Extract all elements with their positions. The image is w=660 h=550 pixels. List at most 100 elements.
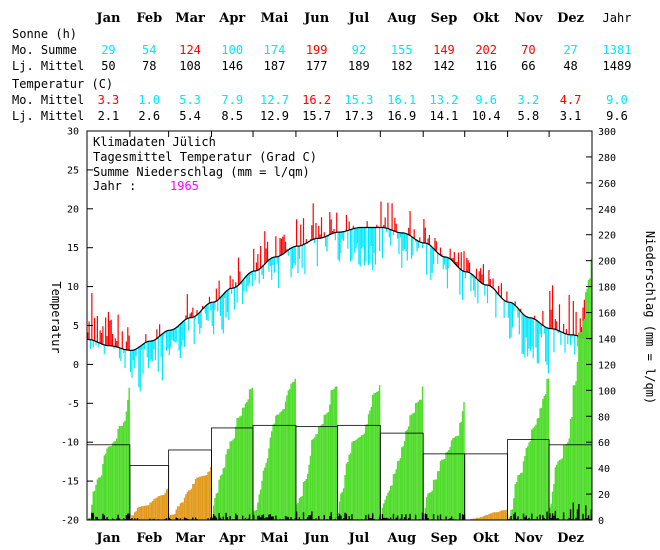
- sun-monthly-0: 29: [101, 43, 115, 57]
- month-label-nov: Nov: [514, 531, 543, 546]
- sun-lt-4: 187: [264, 59, 286, 73]
- y-left-axis-label: Temperatur: [49, 281, 63, 353]
- month-label-sep: Sep: [431, 531, 458, 546]
- temp-monthly-0: 3.3: [98, 93, 120, 107]
- temp-lt-6: 17.3: [344, 109, 373, 123]
- month-header-sep: Sep: [431, 11, 458, 26]
- right-tick-label-0: 300: [598, 127, 616, 138]
- month-label-dez: Dez: [557, 531, 584, 546]
- temp-monthly-9: 9.6: [475, 93, 497, 107]
- sun-lt-6: 189: [348, 59, 370, 73]
- sun-monthly-8: 149: [433, 43, 455, 57]
- month-label-jan: Jan: [95, 531, 121, 546]
- temp-lt-total: 9.6: [606, 109, 628, 123]
- sun-lt-10: 66: [521, 59, 535, 73]
- sun-lt-3: 146: [221, 59, 243, 73]
- sun-monthly-label: Mo. Summe: [12, 43, 77, 57]
- year-header: Jahr: [603, 11, 632, 25]
- sun-monthly-6: 92: [352, 43, 366, 57]
- sun-lt-2: 108: [179, 59, 201, 73]
- plot-frame: [86, 130, 593, 521]
- right-tick-label-10: 100: [598, 386, 616, 397]
- temp-lt-10: 5.8: [518, 109, 540, 123]
- left-tick-label-4: 10: [67, 282, 79, 293]
- sun-lt-11: 48: [563, 59, 577, 73]
- month-label-okt: Okt: [473, 531, 499, 546]
- left-tick-label-5: 5: [73, 321, 79, 332]
- right-tick-label-3: 240: [598, 205, 616, 216]
- left-tick-label-10: -20: [61, 516, 79, 527]
- temp-lt-8: 14.1: [430, 109, 459, 123]
- temp-lt-1: 2.6: [138, 109, 160, 123]
- month-label-jun: Jun: [303, 531, 330, 546]
- month-header-jul: Jul: [348, 11, 370, 26]
- precipitation: [86, 259, 593, 521]
- sun-monthly-7: 155: [391, 43, 413, 57]
- temp-monthly-10: 3.2: [518, 93, 540, 107]
- month-label-aug: Aug: [386, 531, 416, 546]
- temp-lt-4: 12.9: [260, 109, 289, 123]
- sun-monthly-1: 54: [142, 43, 156, 57]
- sun-monthly-10: 70: [521, 43, 535, 57]
- right-tick-label-11: 80: [598, 412, 610, 423]
- month-label-jul: Jul: [348, 531, 370, 546]
- sun-lt-1: 78: [142, 59, 156, 73]
- temp-monthly-label: Mo. Mittel: [12, 93, 84, 107]
- long-term-temp-curve: [87, 226, 592, 351]
- month-header-nov: Nov: [514, 11, 543, 26]
- right-tick-label-13: 40: [598, 464, 610, 475]
- temp-title: Temperatur (C): [12, 77, 113, 91]
- right-tick-label-4: 220: [598, 231, 616, 242]
- sun-lt-5: 177: [306, 59, 328, 73]
- sun-lt-total: 1489: [603, 59, 632, 73]
- month-header-jan: Jan: [95, 11, 121, 26]
- sun-lt-8: 142: [433, 59, 455, 73]
- right-tick-label-12: 60: [598, 438, 610, 449]
- temp-lt-11: 3.1: [560, 109, 582, 123]
- temp-monthly-2: 5.3: [179, 93, 201, 107]
- right-tick-label-1: 280: [598, 153, 616, 164]
- month-header-okt: Okt: [473, 11, 499, 26]
- month-label-feb: Feb: [136, 531, 162, 546]
- temp-monthly-1: 1.0: [138, 93, 160, 107]
- sun-monthly-3: 100: [221, 43, 243, 57]
- temp-monthly-4: 12.7: [260, 93, 289, 107]
- temp-lt-7: 16.9: [387, 109, 416, 123]
- right-tick-label-5: 200: [598, 257, 616, 268]
- month-label-mai: Mai: [261, 531, 289, 546]
- right-tick-label-7: 160: [598, 309, 616, 320]
- sun-monthly-2: 124: [179, 43, 201, 57]
- month-header-jun: Jun: [303, 11, 330, 26]
- year-label: Jahr :: [93, 179, 136, 193]
- month-header-apr: Apr: [218, 11, 245, 26]
- temp-lt-label: Lj. Mittel: [12, 109, 84, 123]
- chart-subtitle-precip: Summe Niederschlag (mm = l/qm): [93, 165, 310, 179]
- left-tick-label-8: -10: [61, 438, 79, 449]
- right-tick-label-2: 260: [598, 179, 616, 190]
- chart-subtitle-temp: Tagesmittel Temperatur (Grad C): [93, 150, 317, 164]
- sun-monthly-11: 27: [563, 43, 577, 57]
- sun-title: Sonne (h): [12, 27, 77, 41]
- temp-lt-3: 8.5: [221, 109, 243, 123]
- year-value: 1965: [170, 179, 199, 193]
- sun-lt-7: 182: [391, 59, 413, 73]
- right-tick-label-9: 120: [598, 360, 616, 371]
- right-tick-label-14: 20: [598, 490, 610, 501]
- left-tick-label-6: 0: [73, 360, 79, 371]
- left-tick-label-9: -15: [61, 477, 79, 488]
- chart-title: Klimadaten Jülich: [93, 135, 216, 149]
- month-header-dez: Dez: [557, 11, 584, 26]
- y-right-axis-label: Niederschlag (mm = l/qm): [643, 231, 657, 404]
- left-tick-label-3: 15: [67, 243, 79, 254]
- temp-lt-0: 2.1: [98, 109, 120, 123]
- lt-precip-box-9: [464, 453, 509, 521]
- month-header-feb: Feb: [136, 11, 162, 26]
- sun-monthly-9: 202: [475, 43, 497, 57]
- month-header-aug: Aug: [386, 11, 416, 26]
- month-header-mar: Mar: [175, 11, 205, 26]
- temp-monthly-11: 4.7: [560, 93, 582, 107]
- plot-area: 30 25 20 15 10 5 0 -5 -10 -15 -20 300 280 260 240 220 20…: [49, 127, 657, 547]
- temp-monthly-5: 16.2: [302, 93, 331, 107]
- temp-lt-2: 5.4: [179, 109, 201, 123]
